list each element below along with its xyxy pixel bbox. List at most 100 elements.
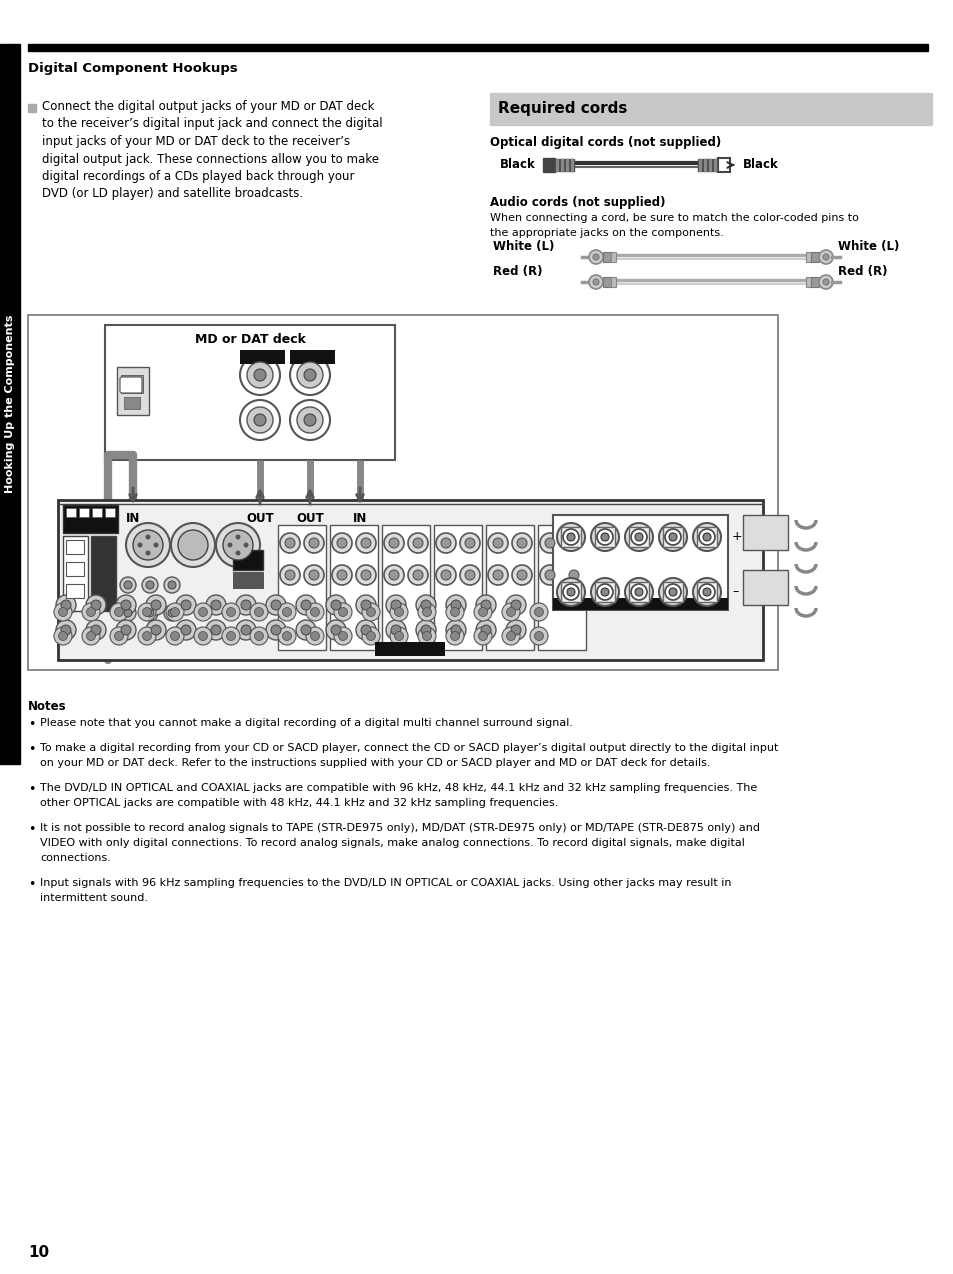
Text: It is not possible to record analog signals to TAPE (STR-DE975 only), MD/DAT (ST: It is not possible to record analog sign…	[40, 823, 760, 833]
Circle shape	[436, 564, 456, 585]
Circle shape	[301, 600, 311, 610]
Bar	[105, 508, 115, 517]
Circle shape	[386, 620, 406, 640]
Text: Connect the digital output jacks of your MD or DAT deck: Connect the digital output jacks of your…	[42, 99, 375, 113]
Text: connections.: connections.	[40, 854, 111, 862]
Bar	[628, 527, 648, 547]
Circle shape	[355, 620, 375, 640]
Circle shape	[310, 632, 319, 641]
Text: digital recordings of a CDs played back through your: digital recordings of a CDs played back …	[42, 169, 355, 183]
Circle shape	[116, 595, 136, 615]
Text: on your MD or DAT deck. Refer to the instructions supplied with your CD or SACD : on your MD or DAT deck. Refer to the ins…	[40, 758, 710, 768]
Circle shape	[440, 569, 451, 580]
Circle shape	[692, 578, 720, 606]
Circle shape	[334, 603, 352, 620]
Bar	[560, 527, 580, 547]
Circle shape	[285, 569, 294, 580]
Circle shape	[355, 533, 375, 553]
Bar	[375, 642, 444, 656]
Bar	[662, 527, 682, 547]
Circle shape	[390, 627, 408, 645]
Circle shape	[511, 626, 520, 634]
Circle shape	[309, 569, 318, 580]
Text: other OPTICAL jacks are compatible with 48 kHz, 44.1 kHz and 32 kHz sampling fre: other OPTICAL jacks are compatible with …	[40, 798, 558, 808]
Circle shape	[408, 564, 428, 585]
Circle shape	[440, 538, 451, 548]
Circle shape	[198, 608, 208, 617]
Circle shape	[450, 608, 459, 617]
Bar	[569, 159, 574, 171]
Circle shape	[699, 583, 714, 600]
Circle shape	[277, 627, 295, 645]
Text: White (L): White (L)	[837, 240, 899, 254]
Circle shape	[417, 627, 436, 645]
Circle shape	[478, 608, 487, 617]
Bar	[555, 159, 558, 171]
Circle shape	[247, 406, 273, 433]
Circle shape	[331, 600, 340, 610]
Bar	[28, 45, 927, 51]
Text: Please note that you cannot make a digital recording of a digital multi channel : Please note that you cannot make a digit…	[40, 719, 573, 727]
Circle shape	[175, 595, 195, 615]
Circle shape	[290, 400, 330, 440]
Circle shape	[121, 626, 131, 634]
Circle shape	[193, 627, 212, 645]
Circle shape	[206, 620, 226, 640]
Circle shape	[206, 595, 226, 615]
Text: Notes: Notes	[28, 699, 67, 713]
Circle shape	[146, 535, 151, 539]
Circle shape	[395, 632, 403, 641]
Bar	[565, 159, 567, 171]
Circle shape	[635, 533, 642, 541]
Bar	[91, 536, 116, 612]
Circle shape	[114, 632, 123, 641]
Circle shape	[243, 543, 248, 548]
Circle shape	[386, 595, 406, 615]
Text: When connecting a cord, be sure to match the color-coded pins to: When connecting a cord, be sure to match…	[490, 213, 858, 223]
Text: 10: 10	[28, 1245, 49, 1260]
Circle shape	[91, 600, 101, 610]
Circle shape	[384, 533, 403, 553]
Circle shape	[668, 533, 677, 541]
Bar	[537, 525, 585, 650]
Circle shape	[534, 608, 543, 617]
Text: Black: Black	[742, 158, 778, 172]
Circle shape	[450, 632, 459, 641]
Text: intermittent sound.: intermittent sound.	[40, 893, 148, 903]
Circle shape	[142, 605, 158, 620]
Circle shape	[517, 538, 526, 548]
Bar	[233, 572, 263, 589]
Circle shape	[241, 626, 251, 634]
Circle shape	[501, 627, 519, 645]
Text: •: •	[28, 784, 35, 796]
Circle shape	[166, 627, 184, 645]
Bar	[381, 525, 430, 650]
Circle shape	[326, 620, 346, 640]
Circle shape	[280, 533, 299, 553]
Circle shape	[223, 530, 253, 561]
Bar	[810, 252, 818, 262]
Circle shape	[54, 627, 71, 645]
Circle shape	[153, 543, 158, 548]
Bar	[699, 159, 700, 171]
Circle shape	[506, 608, 515, 617]
Bar	[330, 525, 377, 650]
Text: To make a digital recording from your CD or SACD player, connect the CD or SACD : To make a digital recording from your CD…	[40, 743, 778, 753]
Circle shape	[391, 600, 400, 610]
Circle shape	[566, 533, 575, 541]
Bar	[553, 598, 727, 610]
Circle shape	[222, 627, 240, 645]
Circle shape	[124, 609, 132, 617]
Circle shape	[271, 600, 281, 610]
Bar	[708, 159, 710, 171]
Bar	[58, 499, 762, 660]
Bar	[63, 536, 88, 612]
Bar	[560, 159, 562, 171]
Bar	[559, 159, 563, 171]
Circle shape	[146, 595, 166, 615]
Text: White (L): White (L)	[493, 240, 554, 254]
Circle shape	[164, 577, 180, 592]
Circle shape	[116, 620, 136, 640]
Text: Red (R): Red (R)	[493, 265, 542, 278]
Circle shape	[446, 620, 465, 640]
